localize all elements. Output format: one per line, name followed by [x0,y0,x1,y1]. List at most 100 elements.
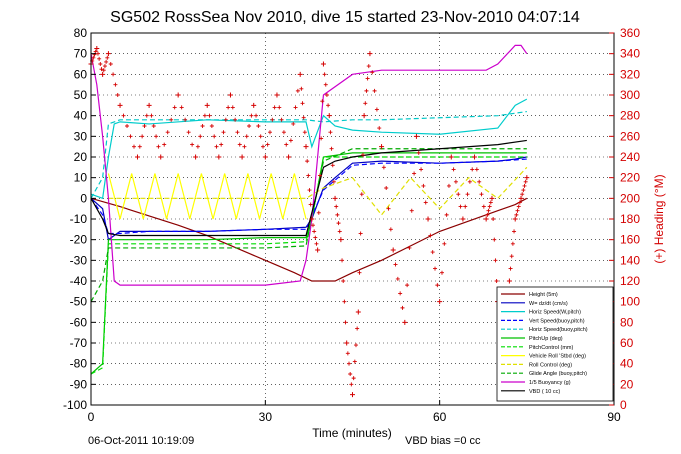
heading-marker [337,229,342,234]
heading-marker [258,134,263,139]
heading-marker [195,144,200,149]
vbd-bias-footer: VBD bias =0 cc [405,435,481,447]
heading-marker [435,283,440,288]
heading-marker [328,130,333,135]
heading-marker [467,179,472,184]
heading-marker [412,171,417,176]
heading-marker [488,200,493,205]
heading-marker [363,101,368,106]
heading-marker [134,154,140,160]
heading-marker [430,250,435,255]
legend: Height (5m) W= dz/dt (cm/s) Horiz Speed(W,… [496,286,614,402]
right-tick-label: 80 [620,315,634,329]
y-tick-label: 80 [74,26,88,40]
heading-marker [323,82,328,87]
y-tick-label: -50 [70,295,88,309]
heading-marker [284,142,289,147]
heading-marker [381,165,386,170]
heading-marker [254,113,259,118]
heading-marker [242,144,247,149]
right-tick-label: 120 [620,274,640,288]
heading-marker [230,105,235,110]
heading-marker [335,212,340,217]
heading-marker [186,130,191,135]
heading-marker [98,62,103,66]
heading-marker [425,216,431,222]
y-tick-label: -80 [70,357,88,371]
heading-marker [474,167,479,172]
heading-marker [516,204,521,209]
heading-marker [244,134,249,139]
legend-entry: Height (5m) [529,292,558,298]
heading-marker [442,241,447,246]
heading-marker [512,216,518,222]
heading-marker [251,102,257,108]
heading-marker [272,105,277,110]
heading-marker [142,124,147,128]
heading-marker [521,188,526,193]
right-tick-label: 60 [620,336,634,350]
series-line [90,148,527,302]
y-tick-label: -90 [70,377,88,391]
x-tick-label: 0 [88,410,95,424]
heading-marker [359,192,364,197]
heading-marker [162,142,167,147]
heading-marker [132,144,137,149]
heading-marker [451,167,456,172]
heading-marker [489,195,495,201]
heading-marker [460,216,466,222]
legend-entry: 1/5 Buoyancy (g) [529,380,571,386]
heading-marker [307,188,312,193]
heading-marker [288,138,293,143]
heading-marker [340,258,345,263]
legend-entry: PitchControl (mm) [529,345,573,351]
heading-marker [175,92,181,98]
right-tick-label: 200 [620,191,640,205]
heading-marker [237,142,242,147]
heading-marker [419,167,424,172]
heading-marker [281,130,286,135]
heading-marker [345,351,350,356]
heading-marker [364,88,369,93]
heading-marker [470,167,475,172]
heading-marker [366,64,371,69]
y-tick-label: -60 [70,315,88,329]
heading-marker [522,183,527,188]
heading-marker [117,102,123,108]
right-tick-label: 140 [620,253,640,267]
right-tick-label: 280 [620,109,640,123]
heading-marker [423,200,428,205]
heading-marker [512,229,517,234]
heading-marker [108,62,113,66]
heading-marker [233,117,238,122]
y-tick-label: -20 [70,233,88,247]
heading-marker [154,134,159,139]
heading-marker [312,229,317,234]
right-axis-label: (+) Heading (°M) [652,174,666,263]
heading-marker [324,93,329,97]
y-tick-label: 0 [80,191,87,205]
heading-marker [219,142,224,147]
heading-marker [313,235,318,240]
heading-marker [326,113,332,119]
heading-marker [428,233,433,238]
heading-marker [386,206,391,211]
right-tick-label: 220 [620,171,640,185]
heading-marker [301,115,306,120]
chart-title: SG502 RossSea Nov 2010, dive 15 started … [110,9,580,26]
heading-marker [316,210,321,215]
heading-marker [400,305,405,310]
heading-marker [358,231,363,236]
heading-marker [270,117,275,122]
right-tick-label: 20 [620,377,634,391]
heading-marker [198,134,203,139]
series-group [90,148,527,302]
heading-marker [308,202,313,207]
heading-marker [172,105,177,110]
heading-marker [374,107,379,112]
heading-marker [91,55,96,60]
heading-marker [111,72,116,77]
heading-marker [393,262,398,267]
heading-marker [183,117,188,122]
right-tick-label: 360 [620,26,640,40]
